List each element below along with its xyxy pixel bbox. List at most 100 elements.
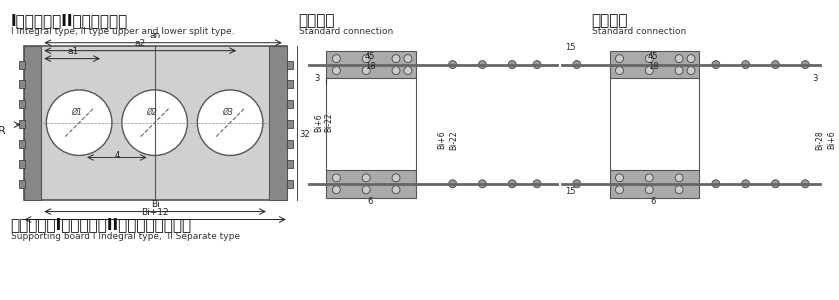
Text: 6: 6	[367, 196, 373, 206]
Circle shape	[508, 61, 516, 69]
Text: 18: 18	[365, 61, 376, 70]
Circle shape	[197, 90, 263, 155]
Circle shape	[404, 67, 412, 74]
Bar	[287, 180, 293, 188]
Circle shape	[711, 61, 720, 69]
Circle shape	[46, 90, 112, 155]
Circle shape	[645, 55, 654, 63]
Bar	[326, 170, 416, 198]
Circle shape	[533, 180, 541, 188]
Text: Bi: Bi	[151, 200, 159, 208]
Text: Supporting board I Indegral type,  II Separate type: Supporting board I Indegral type, II Sep…	[11, 232, 240, 242]
Text: Bi+6: Bi+6	[827, 131, 836, 149]
Text: 45: 45	[365, 52, 375, 61]
Bar	[18, 160, 24, 168]
Text: 3: 3	[314, 74, 319, 83]
Circle shape	[362, 186, 370, 194]
Circle shape	[332, 174, 341, 182]
Circle shape	[616, 55, 623, 63]
Circle shape	[645, 67, 654, 74]
Bar	[287, 160, 293, 168]
Text: Bi-28: Bi-28	[816, 130, 824, 150]
Bar	[268, 46, 287, 200]
Text: Standard connection: Standard connection	[299, 27, 393, 36]
Circle shape	[687, 55, 695, 63]
Text: 标准联结: 标准联结	[591, 13, 628, 28]
Circle shape	[573, 180, 581, 188]
Circle shape	[645, 174, 654, 182]
Text: Bi-22: Bi-22	[325, 113, 333, 133]
Text: Ø1: Ø1	[71, 108, 82, 117]
Circle shape	[771, 180, 779, 188]
Circle shape	[742, 61, 749, 69]
Circle shape	[332, 55, 341, 63]
Text: a1: a1	[68, 46, 79, 56]
Text: Standard connection: Standard connection	[591, 27, 686, 36]
Text: 拖链支撑板I型整体式、II型上下分开式开孔: 拖链支撑板I型整体式、II型上下分开式开孔	[11, 218, 192, 232]
Circle shape	[362, 55, 370, 63]
Text: 4: 4	[114, 152, 119, 160]
Text: a2: a2	[135, 39, 146, 48]
Circle shape	[332, 67, 341, 74]
Circle shape	[449, 61, 456, 69]
Circle shape	[645, 186, 654, 194]
Bar	[18, 140, 24, 148]
Text: 15: 15	[565, 187, 576, 196]
Circle shape	[533, 61, 541, 69]
Circle shape	[801, 61, 809, 69]
Circle shape	[771, 61, 779, 69]
Text: Bi+12: Bi+12	[141, 208, 169, 217]
Circle shape	[616, 174, 623, 182]
Bar	[18, 120, 24, 128]
Circle shape	[508, 180, 516, 188]
Circle shape	[687, 67, 695, 74]
Circle shape	[675, 174, 683, 182]
Text: 18: 18	[648, 61, 659, 70]
Text: 3: 3	[812, 74, 818, 83]
Bar	[326, 51, 416, 79]
Text: I型整体式、II型上下分开式: I型整体式、II型上下分开式	[11, 13, 128, 28]
Bar	[287, 80, 293, 88]
Text: 45: 45	[648, 52, 659, 61]
Bar	[287, 100, 293, 108]
Circle shape	[573, 61, 581, 69]
Circle shape	[332, 186, 341, 194]
Text: R: R	[0, 126, 6, 136]
Circle shape	[392, 174, 400, 182]
Bar	[23, 46, 41, 200]
Circle shape	[392, 55, 400, 63]
Text: 32: 32	[300, 130, 310, 139]
Circle shape	[122, 90, 187, 155]
Text: 6: 6	[650, 196, 656, 206]
Text: I integral type, II type upper and lower split type.: I integral type, II type upper and lower…	[11, 27, 234, 36]
Circle shape	[675, 67, 683, 74]
Circle shape	[742, 180, 749, 188]
Circle shape	[478, 61, 487, 69]
Circle shape	[392, 186, 400, 194]
Circle shape	[404, 55, 412, 63]
Text: Ø2: Ø2	[147, 108, 158, 117]
Bar	[18, 80, 24, 88]
Bar	[18, 100, 24, 108]
Circle shape	[392, 67, 400, 74]
Bar	[610, 170, 699, 198]
Text: 标准联结: 标准联结	[299, 13, 335, 28]
Circle shape	[362, 67, 370, 74]
Bar	[18, 180, 24, 188]
Circle shape	[362, 174, 370, 182]
Circle shape	[675, 55, 683, 63]
Bar	[287, 61, 293, 69]
Bar	[287, 120, 293, 128]
Circle shape	[449, 180, 456, 188]
Bar	[287, 140, 293, 148]
Circle shape	[478, 180, 487, 188]
Text: 15: 15	[565, 43, 576, 52]
Bar	[18, 61, 24, 69]
Text: Bi+6: Bi+6	[438, 131, 446, 149]
Circle shape	[711, 180, 720, 188]
Circle shape	[616, 67, 623, 74]
Text: Bi+6: Bi+6	[315, 113, 324, 132]
Text: Bi-22: Bi-22	[450, 130, 459, 150]
Circle shape	[801, 180, 809, 188]
Circle shape	[675, 186, 683, 194]
